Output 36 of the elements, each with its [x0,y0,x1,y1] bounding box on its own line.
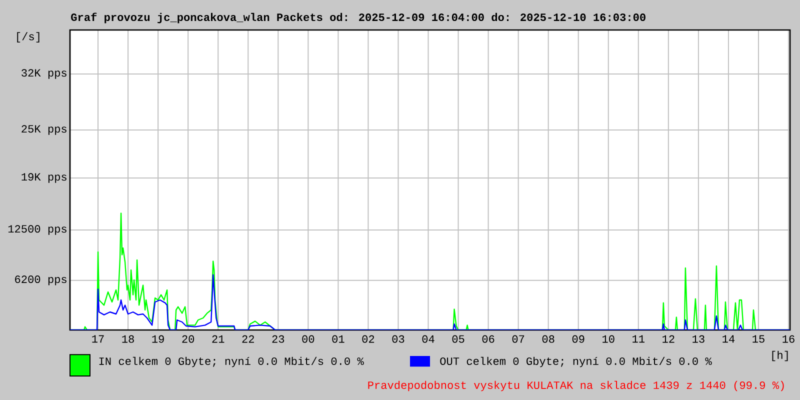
x-tick-label: 01 [332,335,344,343]
x-tick-label: 09 [572,335,584,343]
y-tick-label: 32K pps [22,69,66,79]
chart-title: Graf provozu jc_poncakova_wlan Packets od: 2025-12-09 16:04:00 do: 2025-12-10 16:03:00 [71,12,646,24]
x-tick-label: 18 [122,335,134,343]
x-tick-label: 23 [272,335,284,343]
x-tick-label: 21 [212,335,224,343]
x-axis-title: [h] [772,350,788,362]
x-tick-label: 13 [692,335,704,343]
x-tick-label: 11 [632,335,645,343]
x-tick-label: 03 [392,335,404,343]
x-tick-label: 04 [422,335,434,343]
x-tick-label: 06 [482,335,494,343]
legend-label: IN celkem 0 Gbyte; nyní 0.0 Mbit/s 0.0 % [99,356,364,368]
x-tick-label: 17 [92,335,104,343]
y-tick-label: 19K pps [22,173,66,183]
x-tick-label: 08 [542,335,554,343]
x-tick-label: 14 [722,335,735,343]
x-tick-label: 22 [242,335,254,343]
x-tick-label: 10 [602,335,614,343]
x-tick-label: 05 [452,335,464,343]
x-tick-label: 12 [662,335,674,343]
y-tick-label: 6200 pps [15,276,66,286]
legend-label: OUT celkem 0 Gbyte; nyní 0.0 Mbit/s 0.0 % [440,356,712,368]
x-tick-label: 00 [302,335,314,343]
y-tick-label: 12500 pps [8,225,66,235]
y-tick-label: 25K pps [22,125,66,135]
x-tick-label: 20 [182,335,194,343]
x-tick-label: 16 [782,335,794,343]
x-tick-label: 15 [752,335,764,343]
x-tick-label: 19 [152,335,164,343]
text: [/s] [17,32,40,42]
text: Pravdepodobnost vyskytu KULATAK na skladce 1439 z 1440 (99.9 %) [368,380,784,392]
x-tick-label: 02 [362,335,374,343]
line-series [70,274,790,330]
x-tick-label: 07 [512,335,524,343]
